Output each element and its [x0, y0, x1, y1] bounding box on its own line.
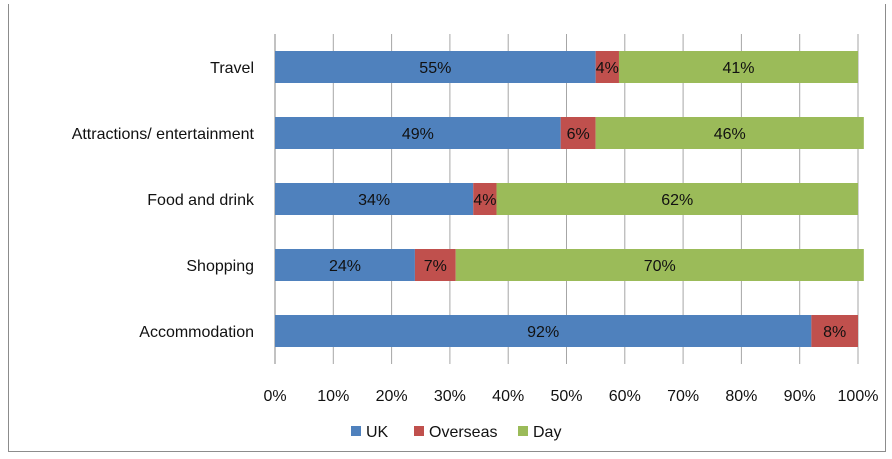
bar-uk-1 — [275, 117, 561, 149]
category-label: Shopping — [186, 258, 254, 275]
x-tick-label: 40% — [492, 388, 524, 405]
data-label: 7% — [424, 258, 447, 275]
data-label: 70% — [644, 258, 676, 275]
legend-label-overseas: Overseas — [429, 424, 497, 441]
data-label: 4% — [473, 192, 496, 209]
bar-overseas-0 — [595, 51, 619, 83]
data-label: 55% — [419, 60, 451, 77]
bar-overseas-3 — [414, 249, 456, 281]
bar-overseas-4 — [811, 315, 858, 347]
x-tick-label: 30% — [434, 388, 466, 405]
x-tick-label: 70% — [667, 388, 699, 405]
x-tick-label: 100% — [838, 388, 879, 405]
bar-day-2 — [496, 183, 858, 215]
legend-label-day: Day — [533, 424, 561, 441]
legend-label-uk: UK — [366, 424, 389, 441]
data-label: 49% — [402, 126, 434, 143]
bar-day-1 — [595, 117, 864, 149]
chart-frame — [8, 4, 886, 452]
data-label: 34% — [358, 192, 390, 209]
data-label: 92% — [527, 324, 559, 341]
data-label: 24% — [329, 258, 361, 275]
bar-uk-2 — [275, 183, 474, 215]
legend-swatch-day — [518, 426, 528, 436]
data-label: 8% — [823, 324, 846, 341]
bar-day-3 — [455, 249, 864, 281]
x-tick-label: 0% — [263, 388, 286, 405]
category-label: Food and drink — [147, 192, 255, 209]
bar-overseas-2 — [473, 183, 497, 215]
legend: UK Overseas Day — [351, 424, 561, 441]
category-label: Attractions/ entertainment — [72, 126, 255, 143]
x-tick-label: 50% — [550, 388, 582, 405]
data-label: 4% — [596, 60, 619, 77]
x-tick-label: 10% — [317, 388, 349, 405]
data-label: 46% — [714, 126, 746, 143]
category-label: Travel — [210, 60, 254, 77]
bar-uk-3 — [275, 249, 415, 281]
data-label: 41% — [722, 60, 754, 77]
bar-uk-0 — [275, 51, 596, 83]
legend-swatch-overseas — [414, 426, 424, 436]
x-tick-label: 90% — [784, 388, 816, 405]
bar-day-0 — [618, 51, 858, 83]
bar-uk-4 — [275, 315, 812, 347]
x-tick-labels: 0% 10% 20% 30% 40% 50% 60% 70% 80% 90% 100% — [263, 388, 878, 405]
x-tick-label: 20% — [376, 388, 408, 405]
bar-overseas-1 — [560, 117, 596, 149]
x-tick-label: 60% — [609, 388, 641, 405]
category-label: Accommodation — [139, 324, 254, 341]
legend-swatch-uk — [351, 426, 361, 436]
bars: 55% 4% 41% 49% 6% 46% 34% 4% 62% 24% 7% 70% 92% 8% — [275, 51, 864, 347]
data-label: 6% — [567, 126, 590, 143]
data-label: 62% — [661, 192, 693, 209]
x-tick-label: 80% — [725, 388, 757, 405]
category-labels: Travel Attractions/ entertainment Food and… — [72, 60, 255, 341]
